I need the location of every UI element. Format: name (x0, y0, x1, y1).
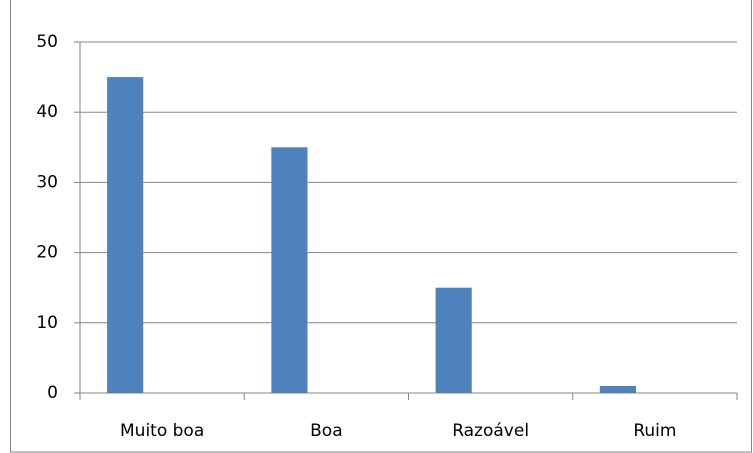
y-tick-label: 30 (36, 172, 58, 192)
y-tick-label: 50 (36, 32, 58, 52)
y-tick-label: 0 (47, 383, 58, 403)
y-tick-label: 20 (36, 243, 58, 263)
bar (599, 385, 636, 393)
bar (107, 77, 144, 393)
y-tick-label: 10 (36, 313, 58, 333)
y-tick-label: 40 (36, 102, 58, 122)
x-tick-label: Razoável (452, 421, 529, 441)
x-tick-label: Ruim (633, 421, 676, 441)
x-tick-label: Boa (310, 421, 342, 441)
bar (271, 147, 308, 393)
x-tick-label: Muito boa (120, 421, 204, 441)
bar (435, 287, 472, 393)
